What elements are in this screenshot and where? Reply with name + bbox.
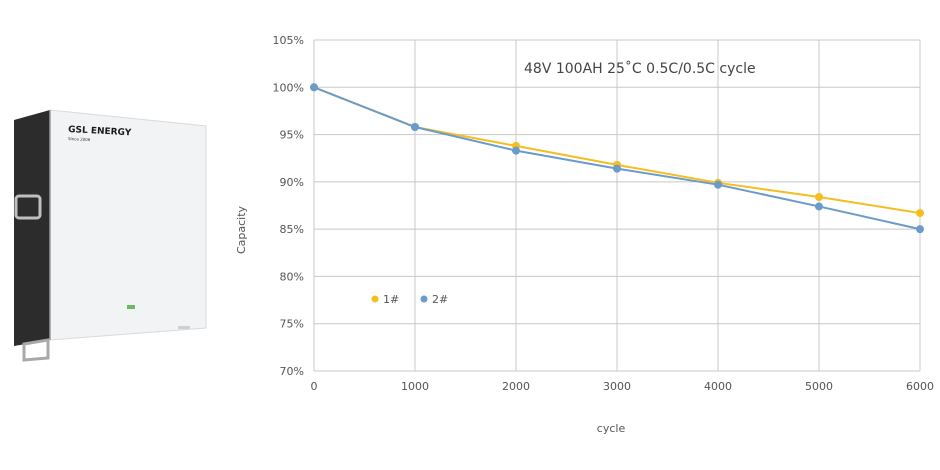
legend: 1# 2#: [371, 293, 448, 306]
y-tick-label: 80%: [280, 270, 304, 283]
series-lines: [310, 83, 924, 234]
y-axis-ticks: 105% 100% 95% 90% 85% 80% 75% 70%: [273, 34, 304, 378]
grid: [313, 39, 921, 372]
brand-label: GSL ENERGY: [68, 125, 132, 138]
series-2-point: [512, 146, 520, 155]
legend-label-2: 2#: [432, 293, 448, 306]
legend-label-1: 1#: [383, 293, 399, 306]
status-indicator: [127, 305, 135, 309]
series-2-point: [916, 225, 924, 234]
x-tick-label: 1000: [401, 380, 429, 393]
series-2-point: [411, 123, 419, 132]
y-tick-label: 100%: [273, 81, 304, 94]
x-tick-label: 0: [311, 380, 318, 393]
cabinet-handle: [14, 194, 42, 220]
y-axis-title: Capacity: [235, 205, 248, 254]
x-axis-title: cycle: [597, 422, 626, 435]
battery-product-image: GSL ENERGY Since 2006: [14, 109, 207, 362]
x-tick-label: 2000: [502, 380, 530, 393]
y-tick-label: 70%: [280, 365, 304, 378]
x-tick-label: 5000: [805, 380, 833, 393]
legend-marker-1: [371, 295, 379, 303]
cabinet-foot-left: [22, 338, 50, 362]
y-tick-label: 90%: [280, 176, 304, 189]
x-tick-label: 6000: [906, 380, 934, 393]
y-tick-label: 85%: [280, 223, 304, 236]
series-2-point: [310, 83, 318, 92]
cabinet-side-panel: [14, 110, 50, 346]
x-tick-label: 4000: [704, 380, 732, 393]
series-1-point: [815, 192, 823, 201]
cabinet-foot-right: [178, 326, 190, 329]
y-tick-label: 105%: [273, 34, 304, 47]
x-tick-label: 3000: [603, 380, 631, 393]
brand-tagline: Since 2006: [68, 136, 91, 142]
y-tick-label: 75%: [280, 318, 304, 331]
y-tick-label: 95%: [280, 129, 304, 142]
chart-title: 48V 100AH 25˚C 0.5C/0.5C cycle: [524, 60, 756, 77]
series-1-point: [916, 209, 924, 218]
legend-marker-2: [420, 295, 428, 303]
series-2-point: [714, 180, 722, 189]
series-2-point: [613, 164, 621, 173]
x-axis-ticks: 0 1000 2000 3000 4000 5000 6000: [311, 380, 935, 393]
series-2-point: [815, 202, 823, 211]
